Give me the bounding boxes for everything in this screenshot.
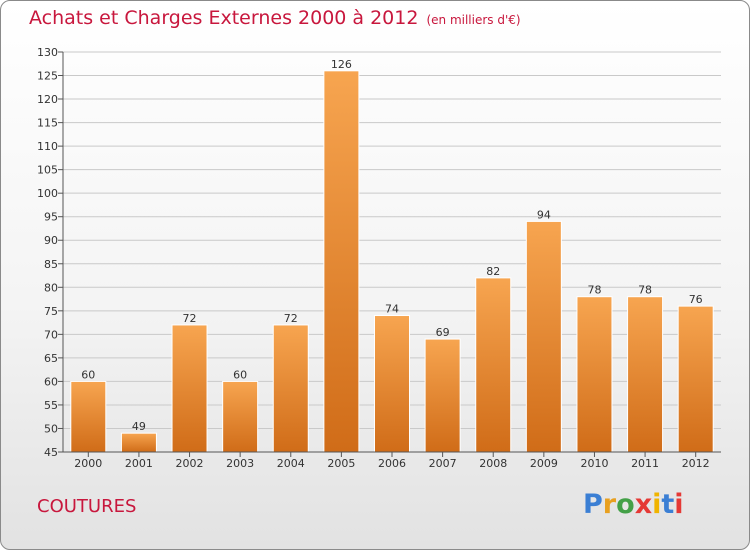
proxiti-logo: Proxiti — [583, 489, 684, 520]
y-tick-label: 115 — [37, 117, 58, 130]
value-label-2012: 76 — [689, 293, 703, 306]
y-tick-label: 130 — [37, 46, 58, 59]
x-tick-label-2000: 2000 — [74, 457, 102, 470]
x-tick-label-2010: 2010 — [580, 457, 608, 470]
x-tick-label-2007: 2007 — [429, 457, 457, 470]
y-tick-label: 50 — [44, 422, 58, 435]
x-tick-label-2008: 2008 — [479, 457, 507, 470]
x-tick-labels: 2000 2001 2002 2003 2004 2005 2006 2007 2008 2009… — [74, 452, 710, 470]
bar-2005 — [323, 70, 360, 453]
chart-title-unit: (en milliers d'€) — [426, 13, 521, 27]
y-tick-label: 65 — [44, 352, 58, 365]
logo-letter: P — [583, 489, 603, 520]
y-tick-label: 75 — [44, 305, 58, 318]
y-tick-label: 85 — [44, 258, 58, 271]
logo-letter: t — [661, 489, 675, 520]
value-label-2007: 69 — [436, 326, 450, 339]
y-tick-label: 60 — [44, 375, 58, 388]
y-tick-label: 105 — [37, 164, 58, 177]
x-tick-label-2004: 2004 — [277, 457, 305, 470]
y-tick-label: 90 — [44, 234, 58, 247]
bar-2012 — [677, 305, 714, 453]
value-label-2002: 72 — [183, 312, 197, 325]
logo-letter: r — [602, 489, 617, 520]
y-tick-label: 125 — [37, 70, 58, 83]
value-label-2001: 49 — [132, 420, 146, 433]
chart-title-text: Achats et Charges Externes 2000 à 2012 — [29, 7, 419, 29]
bar-2008 — [475, 277, 512, 453]
bar-2000 — [70, 380, 107, 453]
value-labels: 60 49 72 60 72 126 74 69 82 94 78 78 76 — [81, 58, 702, 433]
bar-2009 — [525, 220, 562, 453]
logo-letter: i — [652, 489, 662, 520]
y-tick-labels: 45 50 55 60 65 70 75 80 85 90 95 100 105 110 115 120 125… — [37, 46, 63, 459]
y-tick-label: 55 — [44, 399, 58, 412]
x-tick-label-2009: 2009 — [530, 457, 558, 470]
logo-letter: x — [634, 489, 653, 520]
value-label-2006: 74 — [385, 303, 399, 316]
value-label-2000: 60 — [81, 368, 95, 381]
value-label-2011: 78 — [638, 284, 652, 297]
bars — [70, 70, 714, 453]
bar-2003 — [222, 380, 259, 453]
bar-2002 — [171, 324, 208, 453]
bar-2006 — [374, 315, 410, 453]
commune-name: COUTURES — [37, 496, 137, 517]
x-tick-label-2003: 2003 — [226, 457, 254, 470]
bar-2004 — [272, 324, 309, 453]
bar-2011 — [627, 296, 664, 453]
value-label-2004: 72 — [284, 312, 298, 325]
value-label-2003: 60 — [233, 368, 247, 381]
y-tick-label: 70 — [44, 328, 58, 341]
x-tick-label-2005: 2005 — [327, 457, 355, 470]
y-tick-label: 80 — [44, 281, 58, 294]
x-tick-label-2001: 2001 — [125, 457, 153, 470]
logo-letter: o — [616, 489, 635, 520]
x-tick-label-2012: 2012 — [682, 457, 710, 470]
x-tick-label-2011: 2011 — [631, 457, 659, 470]
logo-letter: i — [674, 489, 684, 520]
bar-2007 — [424, 338, 461, 453]
value-label-2005: 126 — [331, 58, 352, 71]
y-tick-label: 100 — [37, 187, 58, 200]
value-label-2010: 78 — [587, 284, 601, 297]
x-tick-label-2006: 2006 — [378, 457, 406, 470]
bar-2001 — [120, 432, 157, 453]
bar-2010 — [576, 296, 613, 453]
y-tick-label: 110 — [37, 140, 58, 153]
value-label-2008: 82 — [486, 265, 500, 278]
chart-title: Achats et Charges Externes 2000 à 2012 (e… — [29, 7, 521, 29]
value-label-2009: 94 — [537, 208, 551, 221]
y-tick-label: 45 — [44, 446, 58, 459]
y-tick-label: 95 — [44, 211, 58, 224]
y-tick-label: 120 — [37, 93, 58, 106]
x-tick-label-2002: 2002 — [176, 457, 204, 470]
